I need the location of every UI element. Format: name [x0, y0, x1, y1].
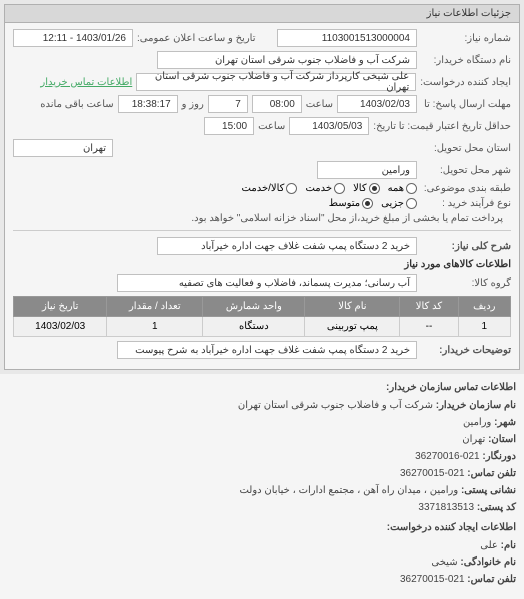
req-number-label: شماره نیاز:: [421, 33, 511, 44]
process-label: نوع فرآیند خرید :: [421, 198, 511, 209]
radio-medium-label: متوسط: [329, 198, 360, 209]
th-date: تاریخ نیاز: [14, 297, 107, 317]
city-label: شهر:: [494, 417, 516, 428]
fax-label: دورنگار:: [482, 451, 516, 462]
radio-service-label: خدمت: [305, 183, 332, 194]
deadline-time-field: 08:00: [252, 95, 302, 113]
radio-circle-icon: [286, 183, 297, 194]
time-label-1: ساعت: [306, 99, 333, 110]
org-label: نام سازمان خریدار:: [436, 400, 516, 411]
process-note: پرداخت تمام یا بخشی از مبلغ خرید،از محل …: [191, 213, 503, 224]
delivery-province-label: استان محل تحویل:: [421, 143, 511, 154]
datetime-field: 1403/01/26 - 12:11: [13, 29, 133, 47]
time-label-2: ساعت: [258, 121, 285, 132]
td-code: --: [400, 317, 458, 337]
td-date: 1403/02/03: [14, 317, 107, 337]
panel-header: جزئیات اطلاعات نیاز: [5, 5, 519, 23]
radio-medium[interactable]: متوسط: [329, 198, 373, 209]
panel-body: شماره نیاز: 1103001513000004 تاریخ و ساع…: [5, 23, 519, 369]
radio-goods[interactable]: کالا: [353, 183, 380, 194]
th-name: نام کالا: [305, 297, 400, 317]
table-header-row: ردیف کد کالا نام کالا واحد شمارش تعداد /…: [14, 297, 511, 317]
desc-label: شرح کلی نیاز:: [421, 241, 511, 252]
buyer-org-label: نام دستگاه خریدار:: [421, 55, 511, 66]
surname-value: شیخی: [431, 557, 457, 568]
radio-goods-label: کالا: [353, 183, 367, 194]
goods-table: ردیف کد کالا نام کالا واحد شمارش تعداد /…: [13, 296, 511, 337]
radio-partial-label: جزیی: [381, 198, 404, 209]
td-name: پمپ توربینی: [305, 317, 400, 337]
group-field: آب رسانی؛ مدیرت پسماند، فاضلاب و فعالیت …: [117, 274, 417, 292]
surname-label: نام خانوادگی:: [460, 557, 516, 568]
radio-partial[interactable]: جزیی: [381, 198, 417, 209]
category-label: طبقه بندی موضوعی:: [421, 183, 511, 194]
delivery-city-label: شهر محل تحویل:: [421, 165, 511, 176]
name-value: علی: [480, 540, 498, 551]
radio-goods-service[interactable]: کالا/خدمت: [242, 183, 298, 194]
days-remain-label: روز و: [182, 99, 204, 110]
postal-value: 3371813513: [418, 502, 474, 513]
validity-time-field: 15:00: [204, 117, 254, 135]
name-label: نام:: [501, 540, 516, 551]
city-value: ورامین: [463, 417, 491, 428]
radio-goods-service-label: کالا/خدمت: [242, 183, 285, 194]
td-unit: دستگاه: [203, 317, 305, 337]
org-value: شرکت آب و فاضلاب جنوب شرقی استان تهران: [238, 400, 433, 411]
deadline-label: مهلت ارسال پاسخ: تا: [421, 99, 511, 110]
buyer-notes-label: توضیحات خریدار:: [421, 345, 511, 356]
address-value: ورامین ، میدان راه آهن ، مجتمع ادارات ، …: [239, 485, 458, 496]
table-row: 1 -- پمپ توربینی دستگاه 1 1403/02/03: [14, 317, 511, 337]
radio-service[interactable]: خدمت: [305, 183, 345, 194]
goods-section-title: اطلاعات کالاهای مورد نیاز: [13, 259, 511, 270]
radio-all-label: همه: [388, 183, 404, 194]
category-radio-group: همه کالا خدمت کالا/خدمت: [242, 183, 417, 194]
hours-remain-field: 18:38:17: [118, 95, 178, 113]
delivery-province-field: تهران: [13, 139, 113, 157]
phone-value: 021-36270015: [400, 468, 465, 479]
validity-date-field: 1403/05/03: [289, 117, 369, 135]
radio-circle-icon: [406, 198, 417, 209]
postal-label: کد پستی:: [477, 502, 516, 513]
fax-value: 021-36270016: [415, 451, 480, 462]
requester-field: علی شیخی کارپرداز شرکت آب و فاضلاب جنوب …: [136, 73, 416, 91]
desc-field: خرید 2 دستگاه پمپ شفت غلاف جهت اداره خیر…: [157, 237, 417, 255]
address-label: نشانی پستی:: [461, 485, 516, 496]
province-value: تهران: [462, 434, 485, 445]
requester-label: ایجاد کننده درخواست:: [420, 77, 511, 88]
radio-all[interactable]: همه: [388, 183, 417, 194]
buyer-org-field: شرکت آب و فاضلاب جنوب شرقی استان تهران: [157, 51, 417, 69]
contact-info-block: اطلاعات تماس سازمان خریدار: نام سازمان خ…: [0, 374, 524, 599]
hours-remain-label: ساعت باقی مانده: [40, 99, 113, 110]
process-radio-group: جزیی متوسط: [329, 198, 417, 209]
contact-title: اطلاعات تماس سازمان خریدار:: [8, 380, 516, 396]
radio-circle-icon: [406, 183, 417, 194]
buyer-notes-field: خرید 2 دستگاه پمپ شفت غلاف جهت اداره خیر…: [117, 341, 417, 359]
creator-title: اطلاعات ایجاد کننده درخواست:: [8, 520, 516, 536]
group-label: گروه کالا:: [421, 278, 511, 289]
details-panel: جزئیات اطلاعات نیاز شماره نیاز: 11030015…: [4, 4, 520, 370]
th-qty: تعداد / مقدار: [107, 297, 203, 317]
td-index: 1: [458, 317, 510, 337]
phone-label: تلفن تماس:: [467, 468, 516, 479]
contact-link[interactable]: اطلاعات تماس خریدار: [40, 77, 132, 88]
deadline-date-field: 1403/02/03: [337, 95, 417, 113]
province-label: استان:: [488, 434, 516, 445]
th-unit: واحد شمارش: [203, 297, 305, 317]
radio-circle-checked-icon: [362, 198, 373, 209]
delivery-city-field: ورامین: [317, 161, 417, 179]
datetime-label: تاریخ و ساعت اعلان عمومی:: [137, 33, 256, 44]
td-qty: 1: [107, 317, 203, 337]
validity-label: حداقل تاریخ اعتبار قیمت: تا تاریخ:: [373, 121, 511, 132]
th-index: ردیف: [458, 297, 510, 317]
radio-circle-checked-icon: [369, 183, 380, 194]
req-number-field: 1103001513000004: [277, 29, 417, 47]
days-remain-field: 7: [208, 95, 248, 113]
radio-circle-icon: [334, 183, 345, 194]
th-code: کد کالا: [400, 297, 458, 317]
